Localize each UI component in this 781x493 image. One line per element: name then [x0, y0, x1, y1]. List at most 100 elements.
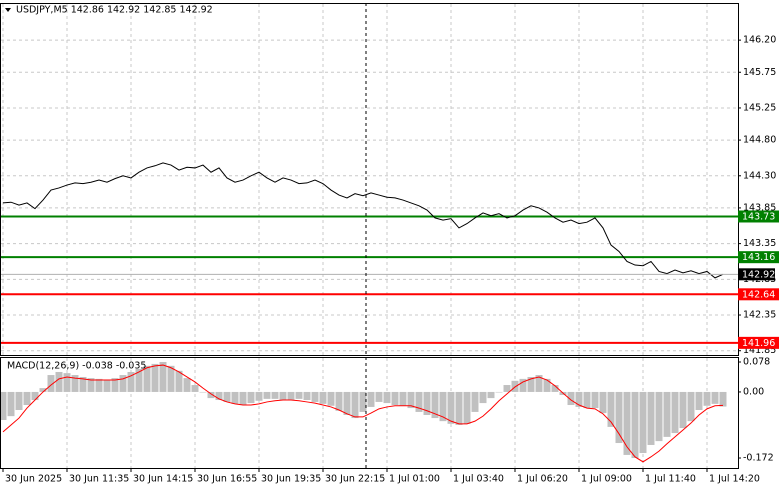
macd-bar	[151, 363, 159, 392]
level-label-box	[738, 288, 779, 301]
y-tick-label: 141.85	[743, 345, 776, 356]
x-tick-label: 30 Jun 2025	[5, 474, 62, 485]
price-label: 142.92	[742, 269, 775, 280]
macd-bar	[631, 391, 639, 459]
x-tick-label: 1 Jul 14:20	[709, 474, 760, 485]
x-tick-label: 1 Jul 11:40	[645, 474, 696, 485]
y-tick-label: 145.75	[743, 67, 776, 78]
x-tick-label: 1 Jul 09:00	[581, 474, 632, 485]
macd-bar	[79, 376, 87, 392]
macd-bar	[655, 391, 663, 442]
macd-bar	[255, 391, 263, 401]
macd-bar	[495, 391, 503, 393]
macd-bar	[159, 361, 167, 392]
macd-bar	[615, 391, 623, 444]
macd-bar	[687, 391, 695, 422]
x-tick-label: 1 Jul 06:20	[517, 474, 568, 485]
macd-bar	[575, 391, 583, 407]
macd-bar	[63, 373, 71, 392]
level-label: 142.64	[742, 289, 775, 300]
macd-bar	[263, 391, 271, 399]
macd-bar	[703, 391, 711, 406]
macd-bar	[471, 391, 479, 412]
x-tick-label: 1 Jul 03:40	[453, 474, 504, 485]
macd-bar	[463, 391, 471, 424]
macd-bar	[279, 391, 287, 401]
macd-bar	[695, 391, 703, 411]
y-tick-label: 143.35	[743, 238, 776, 249]
macd-bar	[71, 375, 79, 392]
macd-bar	[583, 391, 591, 409]
level-label: 141.96	[742, 338, 775, 349]
macd-bar	[95, 378, 103, 392]
macd-bar	[671, 391, 679, 434]
macd-bar	[319, 391, 327, 404]
price-panel-frame	[0, 3, 739, 356]
macd-bar	[207, 391, 215, 399]
macd-bar	[239, 391, 247, 406]
macd-bar	[535, 375, 543, 392]
price-header: USDJPY,M5 142.86 142.92 142.85 142.92	[16, 5, 213, 16]
level-label-box	[738, 210, 779, 223]
macd-bar	[359, 391, 367, 412]
y-tick-label: 0.078	[743, 356, 770, 367]
macd-bar	[111, 378, 119, 392]
x-tick-label: 30 Jun 14:15	[133, 474, 193, 485]
macd-bar	[287, 391, 295, 401]
macd-bar	[431, 391, 439, 419]
macd-bar	[423, 391, 431, 415]
macd-bar	[223, 391, 231, 402]
macd-bar	[479, 391, 487, 404]
macd-bar	[47, 375, 55, 392]
macd-bar	[375, 391, 383, 402]
macd-bar	[0, 391, 7, 420]
y-tick-label: 144.80	[743, 135, 776, 146]
macd-bar	[647, 391, 655, 445]
x-tick-label: 30 Jun 19:35	[261, 474, 321, 485]
macd-bar	[231, 391, 239, 404]
y-tick-label: 145.25	[743, 102, 776, 113]
price-line	[2, 162, 724, 279]
macd-bar	[383, 391, 391, 404]
labels-layer: 146.20145.75145.25144.80144.30143.85143.…	[2, 35, 779, 485]
level-label-box	[738, 336, 779, 349]
macd-bar	[247, 391, 255, 404]
macd-bar	[519, 378, 527, 392]
macd-bar	[663, 391, 671, 437]
y-tick-label: -0.172	[743, 453, 774, 464]
macd-bar	[327, 391, 335, 406]
grid-layer	[1, 4, 738, 468]
macd-bar	[591, 391, 599, 409]
macd-bar	[335, 391, 343, 411]
macd-bar	[191, 385, 199, 392]
macd-bar	[55, 371, 63, 392]
macd-bar	[31, 391, 39, 401]
macd-bar	[415, 391, 423, 412]
macd-bar	[15, 391, 23, 411]
macd-bar	[711, 391, 719, 404]
macd-bar	[311, 391, 319, 402]
macd-bar	[167, 365, 175, 392]
macd-panel-frame	[0, 357, 739, 469]
macd-bar	[175, 370, 183, 392]
macd-bar	[399, 391, 407, 406]
macd-bar	[455, 391, 463, 425]
symbol-menu-arrow	[5, 8, 11, 12]
macd-bar	[127, 371, 135, 392]
macd-bar	[119, 375, 127, 392]
macd-bar	[719, 391, 727, 407]
macd-bar	[183, 378, 191, 392]
macd-bar	[607, 391, 615, 427]
macd-bar	[503, 385, 511, 392]
macd-bar	[343, 391, 351, 415]
level-label: 143.16	[742, 252, 775, 263]
macd-bar	[623, 391, 631, 455]
macd-bar	[487, 391, 495, 399]
data-layer	[0, 162, 738, 463]
signal-line	[2, 364, 724, 463]
x-tick-label: 30 Jun 11:35	[69, 474, 129, 485]
macd-bar	[439, 391, 447, 422]
y-tick-label: 144.30	[743, 170, 776, 181]
macd-bar	[567, 391, 575, 406]
